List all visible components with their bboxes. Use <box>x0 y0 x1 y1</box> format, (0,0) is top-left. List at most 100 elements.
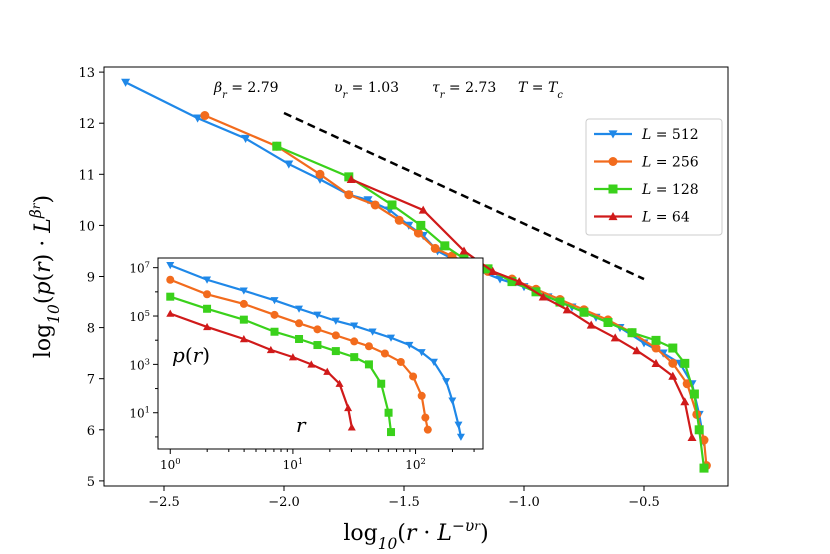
inset-series-128 <box>166 292 396 437</box>
data-point <box>668 358 678 368</box>
legend: L = 512 L = 256 L = 128 L = 64 <box>585 118 723 236</box>
legend-marker <box>608 184 618 194</box>
inset-data-point <box>203 322 212 331</box>
data-point <box>507 277 517 287</box>
data-point <box>627 328 637 338</box>
inset-data-point <box>331 347 340 356</box>
inset-data-point <box>323 367 332 375</box>
data-point <box>651 343 661 353</box>
legend-label: L = 512 <box>641 127 699 143</box>
legend-label: L = 128 <box>641 182 699 198</box>
x-tick-label: −2.5 <box>148 495 180 510</box>
data-point <box>193 114 203 123</box>
inset-data-point <box>364 360 373 369</box>
inset-y-tick-label: 101 <box>129 405 150 421</box>
data-point <box>370 200 380 210</box>
data-point <box>603 317 613 327</box>
data-point <box>459 246 469 255</box>
inset-data-point <box>350 322 359 330</box>
inset-data-point <box>387 428 396 437</box>
data-point <box>555 297 565 307</box>
inset-data-point <box>384 408 393 417</box>
data-point <box>651 358 661 367</box>
inset-data-point <box>166 292 175 301</box>
inset-data-point <box>344 403 353 412</box>
inset-y-label: p(r) <box>172 343 210 367</box>
inset-series-line <box>169 312 353 428</box>
legend-label: L = 64 <box>641 210 690 226</box>
y-tick-label: 7 <box>87 373 95 388</box>
inset-data-point <box>423 425 432 434</box>
annotation-0: βr = 2.79 <box>213 80 279 101</box>
inset-data-point <box>396 357 405 366</box>
data-point <box>538 292 548 301</box>
data-point <box>562 305 572 314</box>
y-tick-label: 9 <box>87 271 95 286</box>
data-point <box>610 333 620 342</box>
annotation-2: τr = 2.73 <box>432 80 496 101</box>
inset-series-256 <box>166 275 432 434</box>
data-point <box>694 425 704 435</box>
y-axis-label: log10(p(r) · Lβr) <box>27 195 63 358</box>
inset-plot: 100 101 102 101 103 105 107 p(r) r <box>129 257 484 472</box>
inset-data-point <box>429 358 438 366</box>
inset-data-point <box>313 341 322 350</box>
data-point <box>651 335 661 345</box>
data-point <box>687 432 697 442</box>
annotation-1: υr = 1.03 <box>334 80 399 101</box>
inset-data-point <box>166 262 175 270</box>
inset-data-point <box>295 334 304 343</box>
y-tick-label: 13 <box>78 66 95 81</box>
legend-label: L = 256 <box>641 155 699 171</box>
inset-data-point <box>266 345 275 354</box>
x-tick-label: −2.0 <box>268 495 300 510</box>
inset-data-point <box>239 287 248 295</box>
inset-data-point <box>380 349 389 358</box>
data-point <box>586 320 596 329</box>
inset-data-point <box>295 305 304 313</box>
data-point <box>632 346 642 355</box>
data-point <box>488 266 498 275</box>
x-tick-label: −0.5 <box>628 495 660 510</box>
inset-x-label: r <box>296 413 307 437</box>
data-point <box>394 215 404 225</box>
inset-data-point <box>456 433 465 441</box>
inset-data-point <box>421 413 430 422</box>
inset-data-point <box>270 310 279 319</box>
data-point <box>241 134 251 144</box>
inset-data-point <box>387 334 396 342</box>
x-tick-label: −1.0 <box>508 495 540 510</box>
data-point <box>315 169 325 179</box>
legend-marker <box>608 212 618 221</box>
legend-marker <box>608 130 618 139</box>
series-line <box>350 178 694 438</box>
inset-data-point <box>203 290 212 299</box>
x-tick-label: −1.5 <box>388 495 420 510</box>
inset-data-point <box>166 309 175 317</box>
reference-slope-line <box>283 111 645 281</box>
data-point <box>272 141 282 151</box>
inset-data-point <box>331 331 340 340</box>
inset-x-tick-label: 101 <box>283 456 304 472</box>
inset-data-point <box>409 372 418 381</box>
data-point <box>416 220 426 230</box>
data-point <box>413 228 423 238</box>
data-point <box>346 174 356 184</box>
inset-data-point <box>270 327 279 336</box>
inset-data-point <box>448 397 457 405</box>
series-64 <box>346 174 697 442</box>
data-point <box>344 190 354 200</box>
inset-y-tick-label: 105 <box>129 308 150 324</box>
inset-data-point <box>313 311 322 319</box>
data-point <box>284 160 294 169</box>
data-point <box>387 200 397 210</box>
inset-data-point <box>368 328 377 336</box>
inset-data-point <box>347 423 356 431</box>
inset-series-line <box>169 295 393 433</box>
inset-data-point <box>442 378 451 386</box>
y-tick-label: 12 <box>78 117 95 132</box>
inset-x-tick-label: 100 <box>160 456 181 472</box>
inset-data-point <box>203 276 212 284</box>
inset-x-tick-label: 102 <box>405 456 426 472</box>
